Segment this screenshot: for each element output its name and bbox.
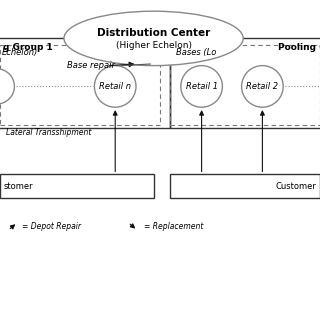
Text: Retail 2: Retail 2: [246, 82, 278, 91]
Text: = Depot Repair: = Depot Repair: [22, 222, 81, 231]
Text: stomer: stomer: [3, 182, 33, 191]
Text: Lateral Transshipment: Lateral Transshipment: [6, 128, 92, 137]
Bar: [0, 38, 170, 128]
Text: Retail n: Retail n: [99, 82, 131, 91]
Text: Pooling G: Pooling G: [278, 43, 320, 52]
Text: (Higher Echelon): (Higher Echelon): [116, 41, 192, 50]
Text: Retail 1: Retail 1: [186, 82, 218, 91]
Circle shape: [0, 69, 14, 104]
Text: Distribution Center: Distribution Center: [97, 28, 210, 38]
Text: Echelon): Echelon): [2, 48, 38, 57]
Bar: [0, 174, 154, 198]
Text: Base repair: Base repair: [67, 61, 115, 70]
Text: g Group 1: g Group 1: [3, 43, 53, 52]
Bar: [170, 38, 320, 128]
Bar: [170, 174, 320, 198]
Text: Customer: Customer: [276, 182, 317, 191]
Bar: [0, 45, 160, 125]
Bar: [170, 45, 320, 125]
Circle shape: [94, 66, 136, 107]
Text: = Replacement: = Replacement: [144, 222, 204, 231]
Text: Bases (Lo: Bases (Lo: [176, 48, 216, 57]
Circle shape: [242, 66, 283, 107]
Circle shape: [181, 66, 222, 107]
Ellipse shape: [64, 11, 243, 66]
